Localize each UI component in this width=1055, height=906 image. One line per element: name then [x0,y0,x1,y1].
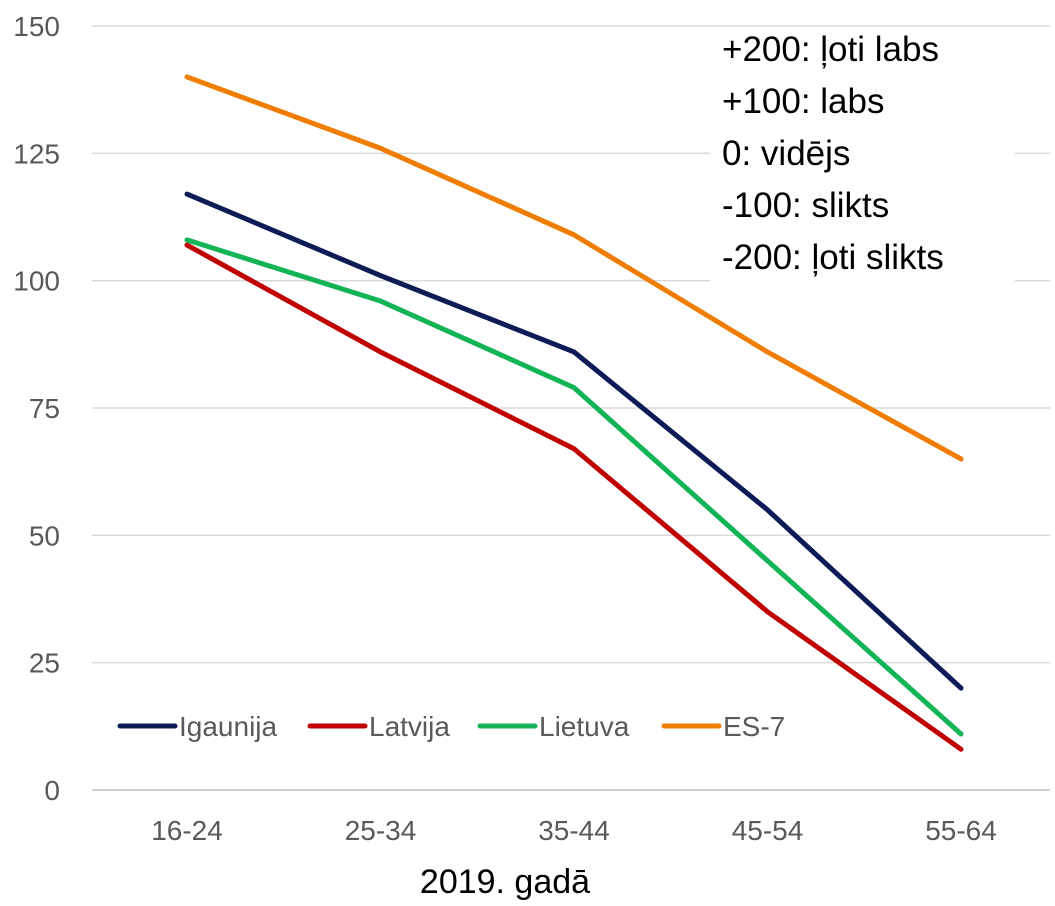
x-tick-label: 45-54 [732,815,804,846]
annotation-line: +200: ļoti labs [722,30,939,69]
annotation-line: -200: ļoti slikts [722,238,944,277]
y-tick-label: 125 [13,138,60,169]
y-axis-ticks: 0 25 50 75 100 125 150 [13,11,60,806]
annotation-line: -100: slikts [722,186,889,225]
legend-label: Latvija [369,711,450,742]
y-tick-label: 25 [29,648,60,679]
legend-label: Igaunija [179,711,278,742]
x-axis-label: 2019. gadā [420,863,590,901]
annotation-line: 0: vidējs [722,134,850,173]
series-line-lietuva [184,237,964,737]
y-tick-label: 150 [13,11,60,42]
legend-label: ES-7 [723,711,785,742]
x-tick-label: 16-24 [151,815,223,846]
x-tick-label: 35-44 [538,815,610,846]
x-axis-ticks: 16-24 25-34 35-44 45-54 55-64 [151,815,997,846]
x-tick-label: 25-34 [345,815,417,846]
series-lines [184,74,964,752]
legend: Igaunija Latvija Lietuva ES-7 [117,711,785,742]
y-tick-label: 50 [29,520,60,551]
y-tick-label: 100 [13,266,60,297]
annotation-line: +100: labs [722,82,885,121]
legend-label: Lietuva [539,711,630,742]
annotation: +200: ļoti labs +100: labs 0: vidējs -100: … [722,30,944,277]
series-line-es-7 [184,74,964,462]
y-tick-label: 75 [29,393,60,424]
annotation-box [710,28,1015,293]
x-tick-label: 55-64 [925,815,997,846]
y-tick-label: 0 [44,775,60,806]
series-line-latvija [184,242,964,752]
series-line-igaunija [184,191,964,691]
